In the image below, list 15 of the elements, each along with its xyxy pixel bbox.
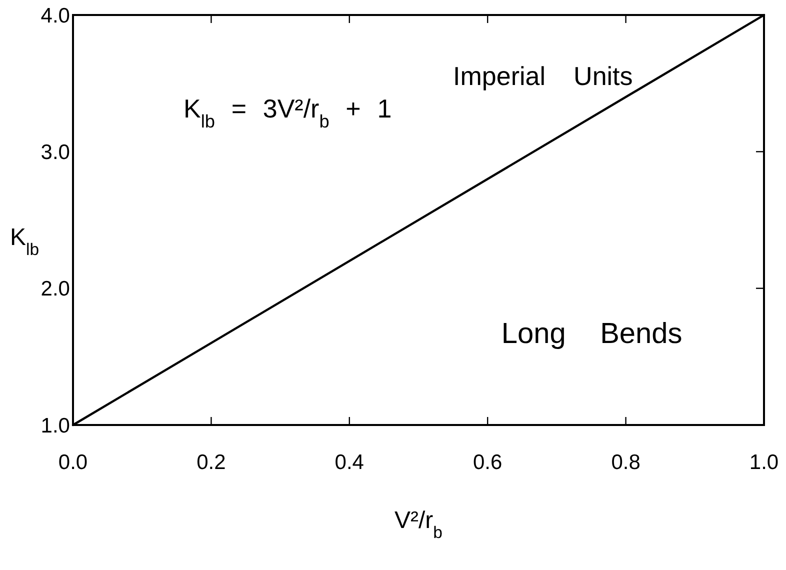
annotation: Long Bends: [501, 318, 682, 350]
y-tick-label: 4.0: [40, 4, 70, 28]
y-axis-title: K$_{lb}$: [10, 224, 40, 258]
y-tick-label: 2.0: [40, 278, 70, 301]
annotation: Imperial Units: [453, 61, 633, 92]
x-tick-label: 0.2: [196, 451, 226, 474]
x-tick-label: 0.8: [611, 451, 640, 474]
x-tick-label: 0.4: [334, 451, 364, 474]
y-tick-label: 1.0: [40, 414, 70, 438]
y-tick-label: 3.0: [40, 141, 70, 164]
x-tick-label: 0.6: [473, 451, 502, 474]
x-axis-title: V²/r$_{b}$: [394, 507, 443, 542]
x-tick-label: 0.0: [58, 451, 88, 474]
x-tick-label: 1.0: [749, 451, 779, 474]
annotation: K$_{lb}$ = 3V²/r$_{b}$ + 1: [184, 94, 392, 132]
